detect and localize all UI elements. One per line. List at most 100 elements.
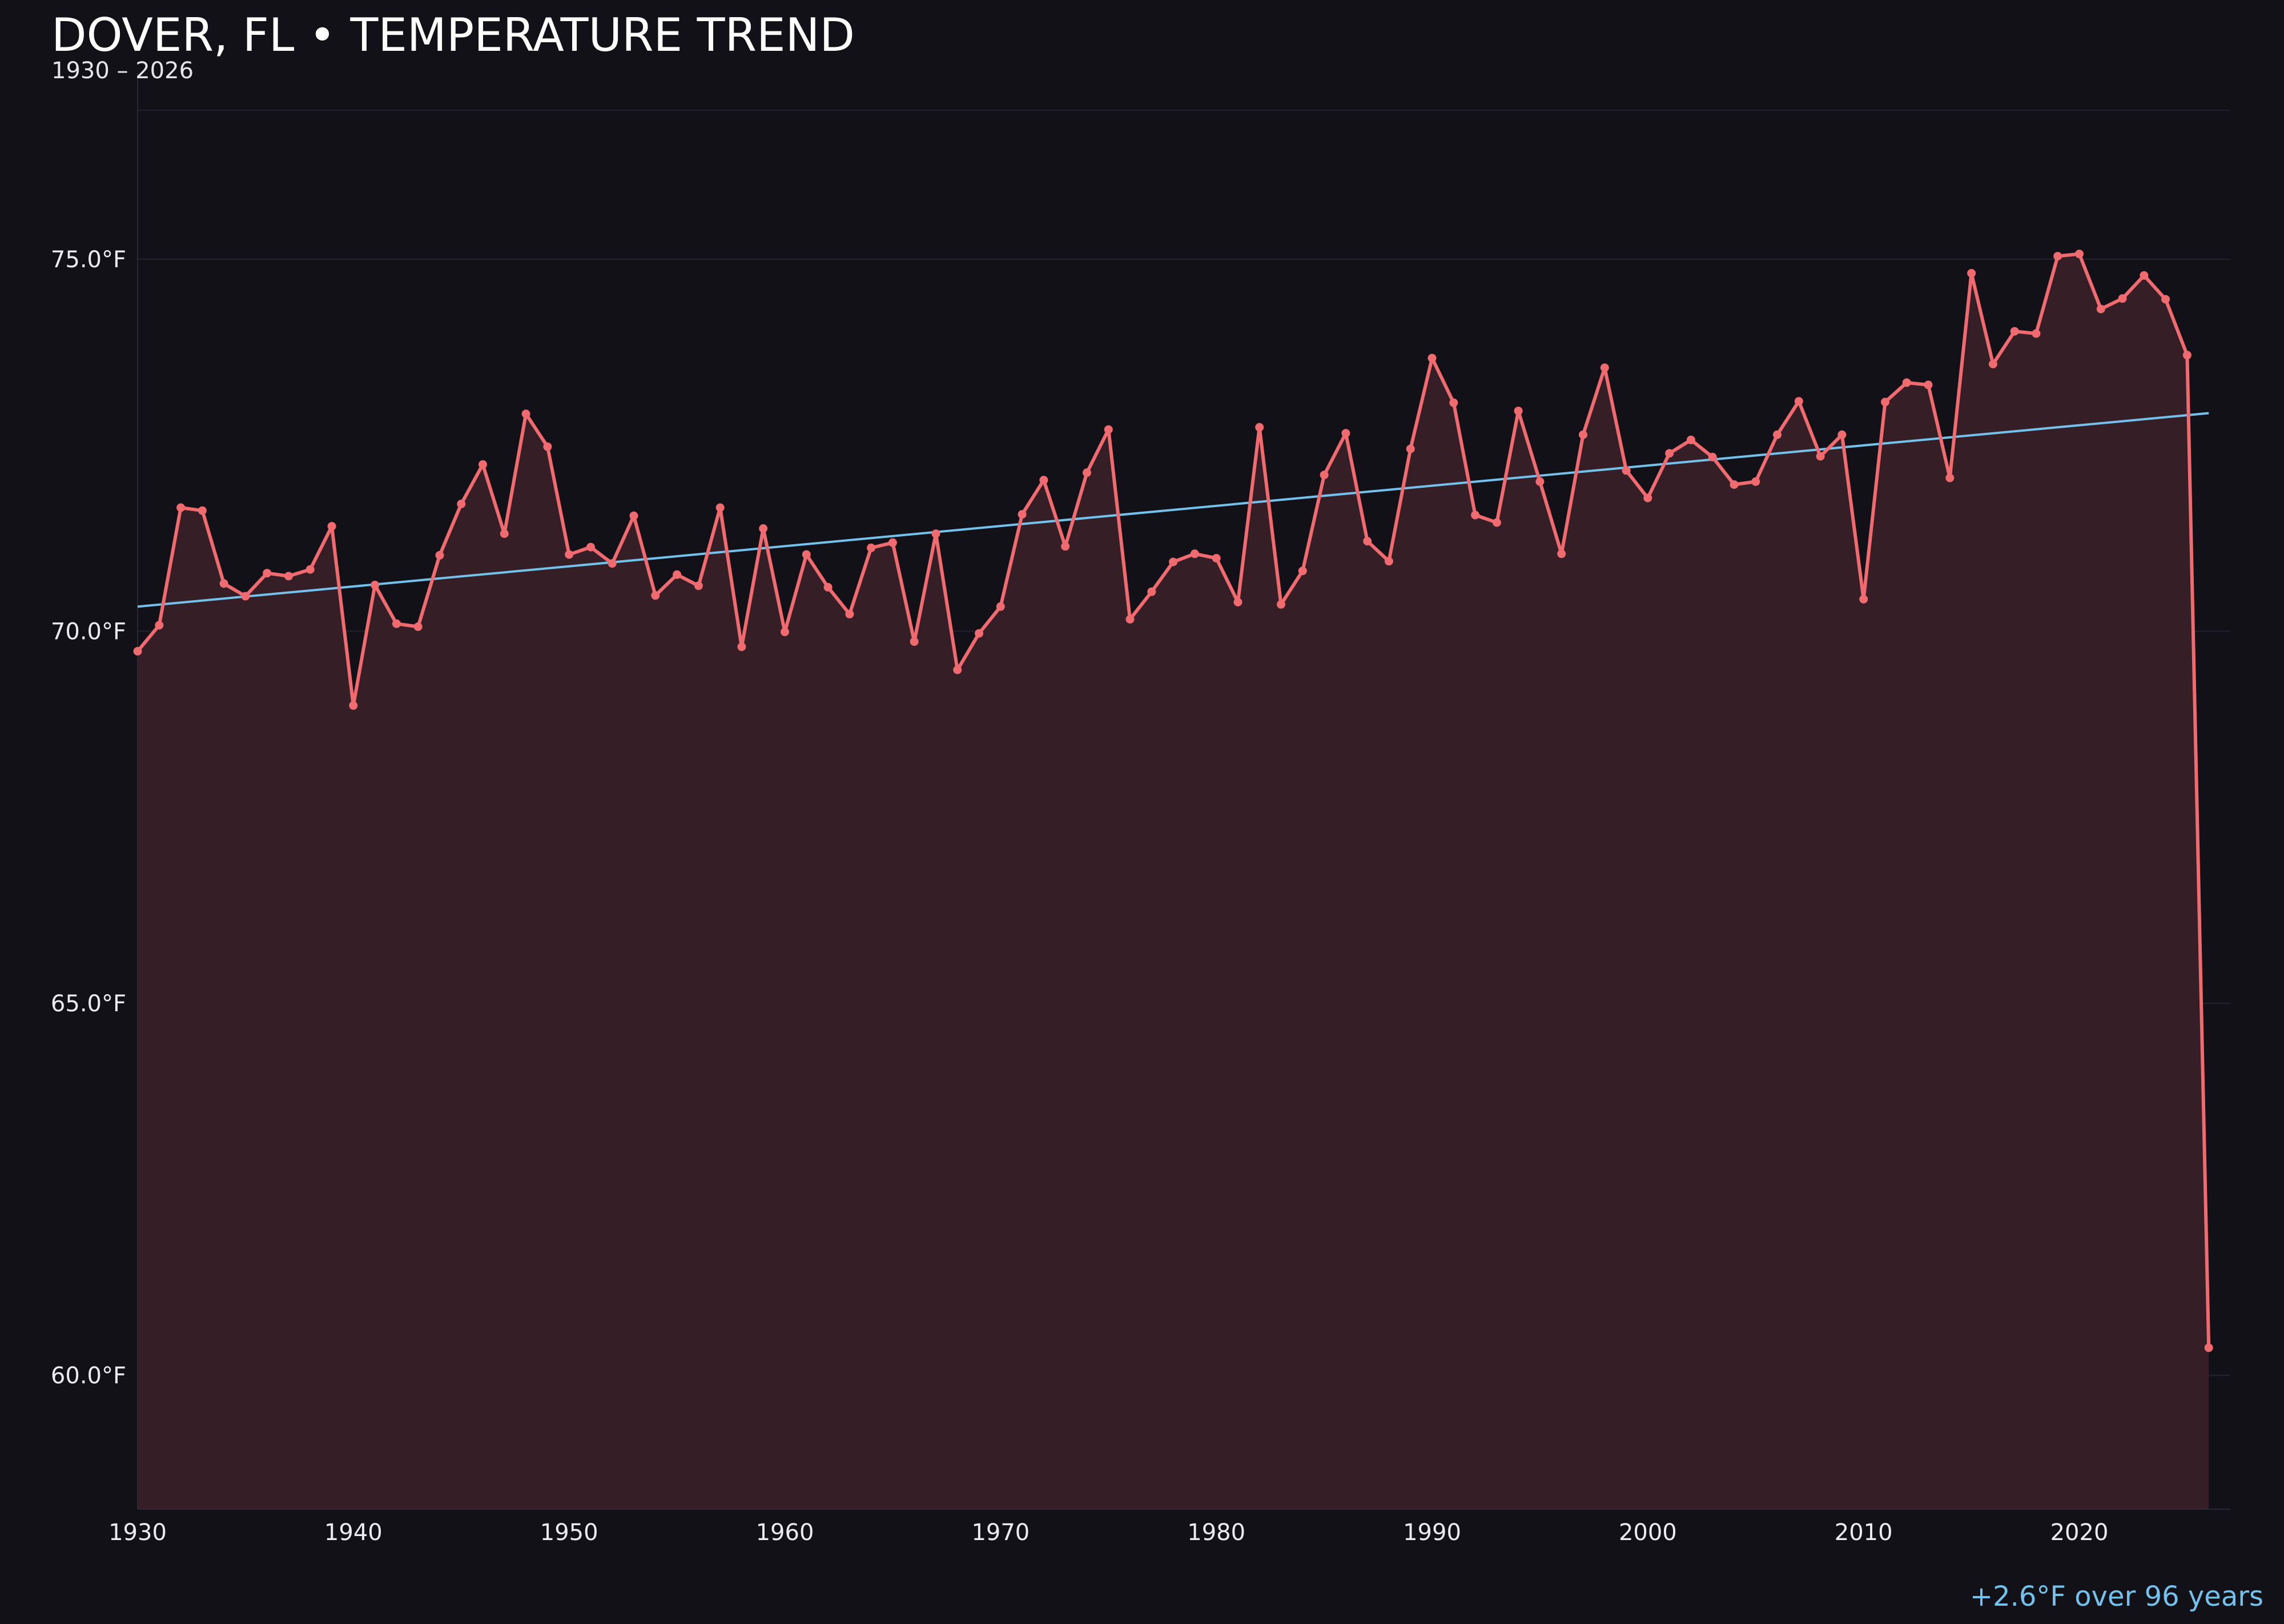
data-point bbox=[1600, 363, 1609, 372]
data-point bbox=[1643, 493, 1652, 503]
data-point bbox=[1730, 480, 1739, 489]
data-point bbox=[1794, 397, 1803, 406]
data-point bbox=[629, 511, 638, 520]
data-point bbox=[413, 622, 423, 631]
data-point bbox=[2182, 351, 2191, 360]
trend-line bbox=[137, 412, 2209, 608]
y-tick-label: 75.0°F bbox=[51, 247, 126, 273]
data-point bbox=[500, 529, 509, 538]
data-point bbox=[1125, 615, 1135, 624]
data-point bbox=[2096, 304, 2105, 313]
data-point bbox=[176, 503, 186, 512]
y-tick-label: 65.0°F bbox=[51, 991, 126, 1017]
data-point bbox=[1686, 435, 1695, 444]
data-point bbox=[975, 629, 984, 638]
data-point bbox=[823, 582, 833, 592]
data-point bbox=[1924, 380, 1933, 389]
chart-subtitle: 1930 – 2026 bbox=[51, 58, 194, 84]
data-point bbox=[867, 543, 876, 552]
data-point bbox=[1514, 407, 1523, 416]
data-point bbox=[1859, 594, 1868, 604]
x-tick-label: 1940 bbox=[324, 1520, 383, 1546]
area-fill bbox=[138, 254, 2209, 1510]
data-point bbox=[1169, 557, 1178, 566]
data-point bbox=[2075, 250, 2084, 259]
data-point bbox=[1449, 398, 1458, 407]
data-point bbox=[1535, 477, 1545, 486]
data-point bbox=[2118, 294, 2127, 303]
data-point bbox=[543, 442, 552, 451]
data-point bbox=[1881, 397, 1889, 407]
data-point bbox=[586, 542, 595, 552]
data-point bbox=[435, 550, 444, 560]
data-point bbox=[759, 524, 768, 533]
data-point bbox=[1083, 468, 1091, 477]
data-point bbox=[1622, 466, 1631, 475]
data-point bbox=[845, 609, 854, 618]
data-point bbox=[1018, 510, 1027, 519]
data-point bbox=[263, 569, 272, 578]
y-tick-label: 70.0°F bbox=[51, 618, 126, 645]
data-point bbox=[910, 637, 919, 646]
data-point bbox=[1147, 587, 1156, 596]
data-point bbox=[241, 592, 250, 601]
data-point bbox=[521, 409, 530, 419]
data-point bbox=[1320, 471, 1329, 480]
data-point bbox=[953, 665, 962, 674]
data-point bbox=[1190, 549, 1199, 558]
data-point bbox=[133, 647, 142, 656]
data-point bbox=[2161, 295, 2170, 304]
data-point bbox=[715, 503, 725, 512]
x-tick-label: 1980 bbox=[1187, 1520, 1245, 1546]
data-point bbox=[371, 581, 380, 589]
x-tick-label: 1950 bbox=[540, 1520, 598, 1546]
data-point bbox=[1406, 444, 1415, 453]
data-point bbox=[737, 642, 746, 652]
data-point bbox=[1341, 429, 1350, 438]
data-point bbox=[651, 591, 660, 600]
data-point bbox=[781, 628, 789, 637]
data-point bbox=[1298, 566, 1307, 576]
x-tick-label: 2000 bbox=[1619, 1520, 1677, 1546]
data-point bbox=[802, 550, 811, 559]
data-point bbox=[1751, 477, 1760, 486]
data-point bbox=[1967, 269, 1976, 278]
data-point bbox=[305, 565, 315, 574]
data-point bbox=[1945, 473, 1955, 483]
data-point bbox=[478, 460, 487, 469]
data-point bbox=[2053, 252, 2062, 261]
data-point bbox=[1988, 360, 1997, 368]
x-tick-label: 1930 bbox=[108, 1520, 167, 1546]
data-point bbox=[996, 602, 1005, 611]
data-point bbox=[694, 581, 703, 590]
data-point bbox=[1277, 600, 1285, 609]
data-point bbox=[284, 572, 293, 581]
data-point bbox=[608, 559, 617, 568]
data-point bbox=[1902, 378, 1911, 387]
data-point bbox=[2204, 1343, 2213, 1352]
data-point bbox=[1255, 423, 1264, 432]
data-point bbox=[392, 619, 401, 628]
x-tick-label: 1990 bbox=[1403, 1520, 1461, 1546]
data-point bbox=[1837, 430, 1847, 439]
chart-title: DOVER, FL • TEMPERATURE TREND bbox=[51, 9, 855, 62]
data-point bbox=[888, 538, 897, 547]
data-point bbox=[1104, 425, 1113, 434]
data-points bbox=[133, 250, 2213, 1352]
data-point bbox=[1773, 430, 1782, 439]
data-point bbox=[2032, 329, 2041, 338]
trend-summary: +2.6°F over 96 years bbox=[1969, 1581, 2263, 1613]
x-tick-label: 1960 bbox=[756, 1520, 814, 1546]
data-point bbox=[1579, 430, 1587, 439]
trend-line-path bbox=[137, 412, 2209, 608]
data-point bbox=[219, 579, 228, 588]
data-point bbox=[1557, 549, 1566, 558]
data-point bbox=[327, 522, 336, 531]
data-point bbox=[565, 550, 574, 559]
axes bbox=[137, 73, 2230, 1510]
data-point bbox=[1384, 557, 1393, 566]
data-point bbox=[349, 701, 358, 710]
data-point bbox=[1061, 542, 1070, 551]
data-point bbox=[1492, 518, 1501, 527]
